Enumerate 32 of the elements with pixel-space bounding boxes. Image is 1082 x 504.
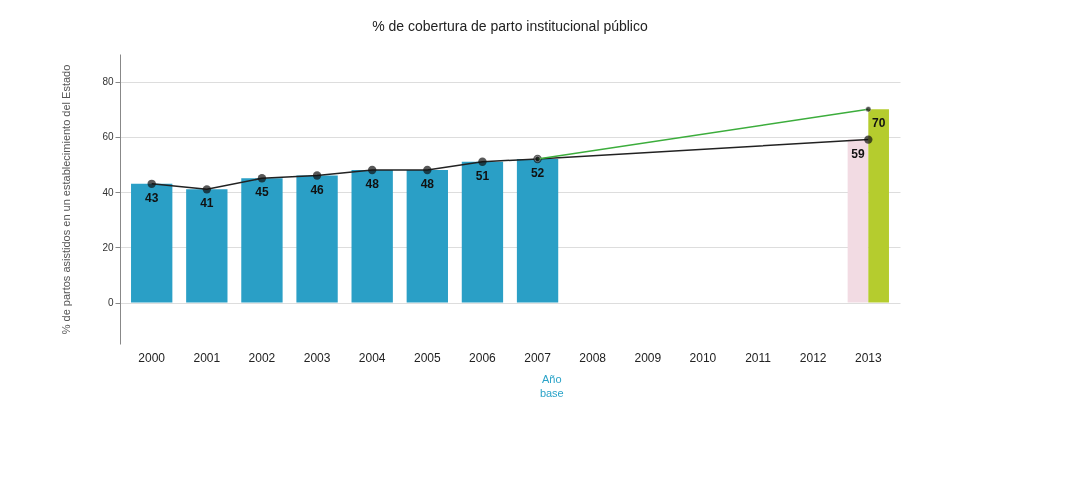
data-label: 48 bbox=[365, 177, 380, 191]
x-tick-label: 2008 bbox=[579, 350, 607, 365]
data-label: 48 bbox=[420, 177, 435, 191]
x-tick-label: 2006 bbox=[469, 350, 497, 365]
chart-title: % de cobertura de parto institucional público bbox=[372, 18, 648, 34]
x-tick-label: 2012 bbox=[799, 350, 827, 365]
y-tick-label: 20 bbox=[102, 241, 114, 253]
x-tick-label: 2000 bbox=[138, 350, 166, 365]
x-tick-label: 2011 bbox=[745, 350, 772, 365]
data-label: 59 bbox=[851, 146, 865, 161]
data-label: 51 bbox=[475, 168, 490, 183]
y-tick-label: 40 bbox=[102, 186, 114, 198]
y-tick-label: 0 bbox=[107, 297, 114, 309]
x-tick-label: 2013 bbox=[854, 350, 882, 365]
data-label: 45 bbox=[255, 185, 269, 200]
data-label: 43 bbox=[145, 190, 159, 205]
y-tick-label: 60 bbox=[102, 131, 114, 143]
x-tick-label: 2001 bbox=[193, 350, 221, 365]
data-label: 46 bbox=[310, 182, 325, 197]
x-tick-label: 2010 bbox=[689, 350, 717, 365]
x-tick-label: 2004 bbox=[358, 350, 386, 365]
x-tick-label: 2009 bbox=[634, 350, 662, 365]
x-tick-label: 2002 bbox=[248, 350, 276, 365]
x-tick-label: 2007 bbox=[524, 350, 552, 365]
data-label: 41 bbox=[200, 196, 214, 211]
y-axis-title: % de partos asistidos en un establecimiento del Estado bbox=[60, 64, 73, 335]
data-label: 70 bbox=[871, 116, 886, 131]
x-tick-label: 2003 bbox=[303, 350, 331, 365]
x-tick-label: 2005 bbox=[413, 350, 441, 365]
y-tick-label: 80 bbox=[102, 76, 114, 88]
data-label: 52 bbox=[530, 165, 545, 180]
text: Año base bbox=[539, 373, 564, 399]
